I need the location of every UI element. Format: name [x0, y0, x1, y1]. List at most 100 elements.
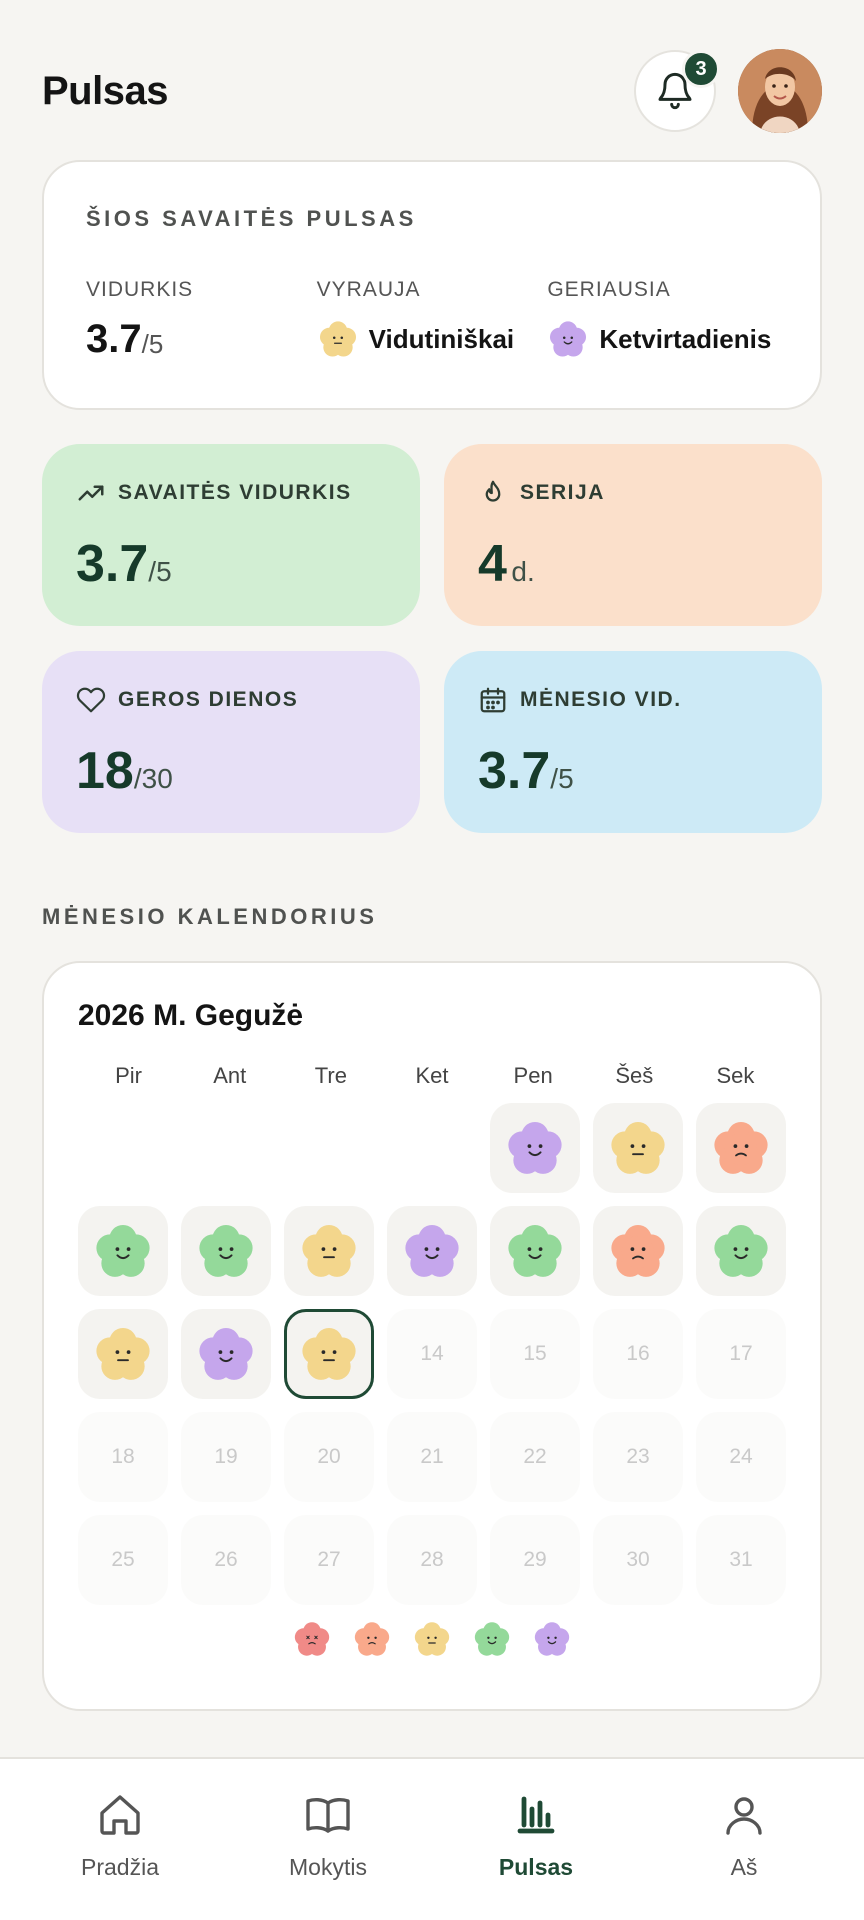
week-dominant-value: Vidutiniškai [368, 323, 515, 354]
user-icon [720, 1791, 768, 1844]
bottom-navigation: Pradžia Mokytis Pulsas Aš [0, 1757, 864, 1920]
calendar-empty-cell [181, 1103, 271, 1193]
stat-card-good-days[interactable]: GEROS DIENOS 18/30 [42, 651, 420, 833]
week-dominant: VYRAUJA Vidutiniškai [317, 278, 548, 362]
avatar[interactable] [738, 49, 822, 133]
heart-icon [76, 687, 106, 713]
stat-value: 3.7 [76, 535, 149, 593]
mood-flower-icon [405, 1224, 459, 1277]
calendar-day[interactable] [593, 1103, 683, 1193]
mood-flower-icon [611, 1121, 665, 1174]
calendar-empty-cell [78, 1103, 168, 1193]
calendar-empty-cell [284, 1103, 374, 1193]
notifications-button[interactable]: 3 [634, 50, 720, 132]
calendar-day: 25 [78, 1515, 168, 1605]
mood-flower-icon [508, 1121, 562, 1174]
calendar-day: 23 [593, 1412, 683, 1502]
calendar-day[interactable] [490, 1103, 580, 1193]
calendar-day: 18 [78, 1412, 168, 1502]
flame-icon [485, 480, 501, 502]
calendar-day[interactable] [696, 1103, 786, 1193]
weekday-label: Ket [415, 1063, 449, 1088]
calendar-day[interactable] [696, 1206, 786, 1296]
calendar-day: 15 [490, 1309, 580, 1399]
header-actions: 3 [634, 49, 822, 133]
calendar-card: 2026 M. Gegužė Pir Ant Tre Ket Pen Šeš Sek 14 1… [42, 961, 822, 1711]
nav-label: Aš [730, 1854, 758, 1880]
calendar-day[interactable] [78, 1206, 168, 1296]
nav-item-aš[interactable]: Aš [640, 1759, 848, 1920]
stat-denominator: /5 [550, 763, 574, 794]
weekday-label: Ant [213, 1063, 247, 1088]
calendar-day: 21 [387, 1412, 477, 1502]
mood-flower-icon [508, 1224, 562, 1277]
week-best-value: Ketvirtadienis [599, 323, 772, 354]
calendar-grid: 14 15 16 17 18 19 20 21 22 23 24 25 26 27 28 29 30 31 [78, 1103, 786, 1605]
calendar-day[interactable] [78, 1309, 168, 1399]
stat-card-month-average[interactable]: MĖNESIO VID. 3.7/5 [444, 651, 822, 833]
calendar-day: 29 [490, 1515, 580, 1605]
calendar-day: 28 [387, 1515, 477, 1605]
legend-mood-4-icon [472, 1619, 512, 1659]
week-dominant-label: VYRAUJA [316, 278, 421, 301]
week-average-label: VIDURKIS [86, 278, 194, 301]
nav-item-pradžia[interactable]: Pradžia [16, 1759, 224, 1920]
stat-value: 3.7 [478, 742, 551, 800]
stat-label: GEROS DIENOS [118, 688, 299, 711]
mood-flower-icon [317, 318, 359, 360]
calendar-day[interactable] [181, 1309, 271, 1399]
stat-label: MĖNESIO VID. [520, 688, 682, 711]
mood-flower-icon [199, 1224, 253, 1277]
bar-chart-icon [512, 1791, 560, 1844]
calendar-weekdays: Pir Ant Tre Ket Pen Šeš Sek [78, 1063, 786, 1089]
stat-card-streak[interactable]: SERIJA 4 d. [444, 444, 822, 626]
book-icon [304, 1791, 352, 1844]
weekday-label: Tre [314, 1063, 347, 1088]
stat-label: SERIJA [520, 481, 605, 504]
calendar-day: 24 [696, 1412, 786, 1502]
legend-mood-2-icon [352, 1619, 392, 1659]
notification-badge: 3 [682, 50, 720, 88]
weekday-label: Pen [513, 1063, 553, 1088]
legend-mood-3-icon [412, 1619, 452, 1659]
calendar-section-label: MĖNESIO KALENDORIUS [42, 904, 378, 929]
calendar-day: 26 [181, 1515, 271, 1605]
mood-flower-icon [302, 1327, 356, 1380]
calendar-day[interactable] [181, 1206, 271, 1296]
week-summary-card: ŠIOS SAVAITĖS PULSAS VIDURKIS 3.7/5 VYRA… [42, 160, 822, 410]
home-icon [96, 1791, 144, 1844]
nav-item-pulsas[interactable]: Pulsas [432, 1759, 640, 1920]
header: Pulsas 3 [42, 48, 822, 134]
calendar-day: 22 [490, 1412, 580, 1502]
mood-flower-icon [547, 318, 589, 360]
calendar-day[interactable] [284, 1206, 374, 1296]
week-average: VIDURKIS 3.7/5 [86, 278, 317, 362]
calendar-day: 17 [696, 1309, 786, 1399]
mood-flower-icon [611, 1224, 665, 1277]
calendar-day: 20 [284, 1412, 374, 1502]
legend-mood-1-icon [292, 1619, 332, 1659]
week-best-label: GERIAUSIA [547, 278, 671, 301]
calendar-month-title: 2026 M. Gegužė [78, 999, 304, 1032]
nav-label: Mokytis [289, 1854, 367, 1880]
stat-card-weekly-average[interactable]: SAVAITĖS VIDURKIS 3.7/5 [42, 444, 420, 626]
calendar-empty-cell [387, 1103, 477, 1193]
calendar-day: 31 [696, 1515, 786, 1605]
bell-icon [658, 72, 692, 110]
calendar-day: 14 [387, 1309, 477, 1399]
weekday-label: Šeš [615, 1063, 654, 1088]
stat-unit: d. [511, 556, 535, 587]
calendar-icon [480, 687, 506, 713]
mood-flower-icon [714, 1224, 768, 1277]
calendar-day: 19 [181, 1412, 271, 1502]
nav-item-mokytis[interactable]: Mokytis [224, 1759, 432, 1920]
nav-label: Pulsas [498, 1854, 574, 1880]
calendar-day[interactable] [593, 1206, 683, 1296]
calendar-day: 30 [593, 1515, 683, 1605]
calendar-day[interactable] [490, 1206, 580, 1296]
weekday-label: Sek [716, 1063, 755, 1088]
calendar-day-today[interactable] [284, 1309, 374, 1399]
week-best: GERIAUSIA Ketvirtadienis [547, 278, 778, 362]
mood-flower-icon [199, 1327, 253, 1380]
calendar-day[interactable] [387, 1206, 477, 1296]
